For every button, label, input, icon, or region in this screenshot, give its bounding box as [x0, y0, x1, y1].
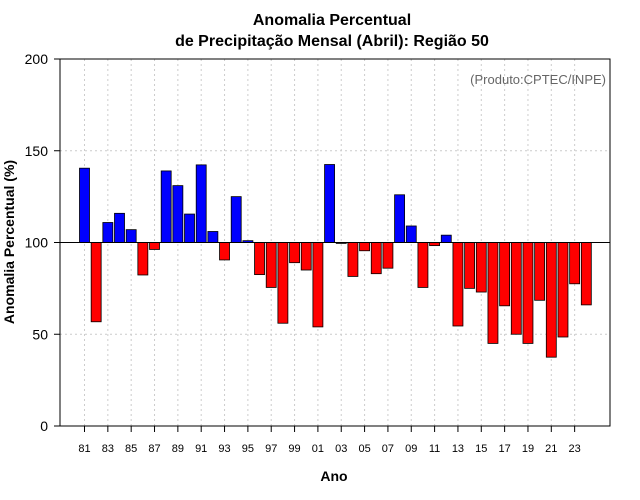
bar-10: [417, 242, 429, 288]
y-tick-label: 200: [25, 51, 49, 67]
x-tick-label: 11: [429, 443, 440, 455]
chart-subtitle: de Precipitação Mensal (Abril): Região 5…: [175, 33, 489, 50]
y-tick-label: 150: [25, 143, 49, 159]
chart-title: Anomalia Percentual: [253, 12, 411, 29]
bar-94: [230, 196, 242, 243]
bar-20: [534, 242, 546, 301]
bar-12: [440, 234, 452, 243]
bar-82: [90, 242, 102, 323]
x-tick-label: 81: [78, 443, 90, 455]
bar-21: [545, 242, 557, 358]
bar-13: [452, 242, 464, 327]
bar-01: [312, 242, 324, 328]
x-axis: 81 83 85 87 89 91 93 95 97 99 01 03 05 07 09 11 13 15 17 19…: [78, 426, 581, 455]
bar-88: [160, 170, 172, 243]
x-tick-label: 89: [172, 443, 184, 455]
y-axis-label: Anomalia Percentual (%): [1, 160, 17, 324]
x-tick-label: 23: [569, 443, 581, 455]
x-axis-label: Ano: [320, 468, 347, 484]
product-annotation: (Produto:CPTEC/INPE): [470, 72, 606, 87]
bar-89: [172, 185, 184, 243]
x-tick-label: 05: [358, 443, 370, 455]
bar-23: [569, 242, 581, 285]
bar-14: [464, 242, 476, 289]
bar-18: [510, 242, 522, 335]
x-tick-label: 85: [125, 443, 137, 455]
bar-17: [499, 242, 511, 307]
y-tick-label: 100: [25, 235, 49, 251]
y-tick-label: 0: [40, 418, 48, 434]
bar-97: [265, 242, 277, 288]
x-tick-label: 95: [242, 443, 254, 455]
bar-90: [184, 213, 195, 243]
x-tick-label: 91: [195, 443, 207, 455]
bar-09: [405, 225, 417, 243]
x-tick-label: 87: [148, 443, 160, 455]
x-tick-label: 99: [288, 443, 300, 455]
bar-99: [289, 242, 300, 264]
bars-group: [79, 164, 592, 358]
bar-05: [359, 242, 370, 252]
x-tick-label: 83: [102, 443, 114, 455]
bar-02: [324, 164, 335, 243]
bar-22: [557, 242, 569, 338]
bar-91: [195, 164, 207, 243]
x-tick-label: 13: [452, 443, 464, 455]
bar-19: [522, 242, 534, 344]
x-tick-label: 19: [522, 443, 534, 455]
x-tick-label: 07: [382, 443, 394, 455]
bar-00: [300, 242, 312, 271]
x-tick-label: 15: [475, 443, 487, 455]
bar-87: [149, 242, 160, 250]
bar-92: [207, 231, 219, 243]
bar-08: [394, 194, 405, 243]
bar-83: [102, 222, 114, 243]
bar-04: [347, 242, 359, 277]
bar-86: [137, 242, 149, 276]
x-tick-label: 17: [498, 443, 510, 455]
x-tick-label: 97: [265, 443, 277, 455]
bar-15: [475, 242, 487, 293]
bar-98: [277, 242, 289, 324]
bar-93: [219, 242, 230, 261]
x-tick-label: 09: [405, 443, 417, 455]
y-axis: 0 50 100 150 200: [25, 51, 60, 434]
bar-24: [580, 242, 592, 306]
x-tick-label: 21: [545, 443, 557, 455]
bar-84: [114, 212, 125, 243]
y-tick-label: 50: [32, 326, 48, 342]
bar-81: [79, 167, 90, 243]
x-tick-label: 01: [312, 443, 324, 455]
bar-85: [125, 229, 137, 243]
bar-16: [487, 242, 499, 344]
grid-lines: [60, 59, 610, 426]
x-tick-label: 03: [335, 443, 347, 455]
bar-96: [254, 242, 265, 276]
bar-07: [382, 242, 394, 269]
x-tick-label: 93: [218, 443, 230, 455]
bar-06: [370, 242, 382, 275]
